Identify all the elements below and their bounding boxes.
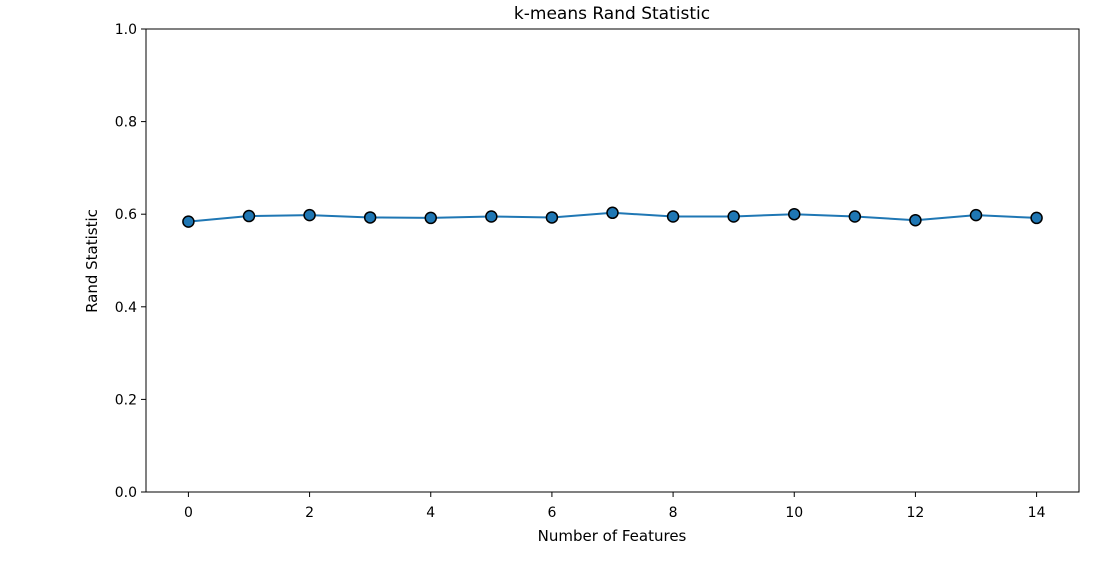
data-point: [545, 211, 559, 224]
y-tick-label: 0.6: [115, 207, 137, 223]
x-tick-label: 0: [184, 505, 193, 521]
data-point: [363, 211, 377, 224]
x-tick-label: 4: [426, 505, 435, 521]
y-tick-label: 0.4: [115, 300, 137, 316]
data-point: [848, 210, 862, 223]
data-point: [424, 211, 437, 225]
data-point: [969, 208, 983, 222]
y-tick-label: 1.0: [115, 22, 137, 38]
y-axis-ticks: 0.0 0.2 0.4 0.6 0.8 1.0: [115, 22, 146, 501]
y-axis-label: Rand Statistic: [83, 209, 101, 313]
x-tick-label: 8: [669, 505, 678, 521]
data-point: [182, 215, 195, 228]
x-tick-label: 10: [785, 505, 803, 521]
data-point: [242, 209, 256, 223]
x-tick-label: 2: [305, 505, 314, 521]
x-tick-label: 12: [907, 505, 925, 521]
x-axis-ticks: 0 2 4 6 8 10 12 14: [184, 492, 1046, 521]
chart-title: k-means Rand Statistic: [514, 4, 710, 24]
plot-area: [182, 206, 1043, 228]
data-point: [303, 208, 316, 222]
data-point: [485, 210, 498, 223]
y-tick-label: 0.0: [115, 485, 137, 501]
data-point: [666, 210, 680, 223]
x-tick-label: 6: [547, 505, 556, 521]
data-point: [606, 206, 619, 220]
y-tick-label: 0.2: [115, 392, 137, 408]
data-point: [727, 210, 740, 223]
data-point: [909, 213, 922, 227]
data-point: [1030, 211, 1043, 225]
x-axis-label: Number of Features: [538, 527, 687, 545]
data-point: [788, 207, 801, 221]
y-tick-label: 0.8: [115, 115, 137, 131]
axes-frame: [145, 28, 1080, 493]
x-tick-label: 14: [1028, 505, 1046, 521]
